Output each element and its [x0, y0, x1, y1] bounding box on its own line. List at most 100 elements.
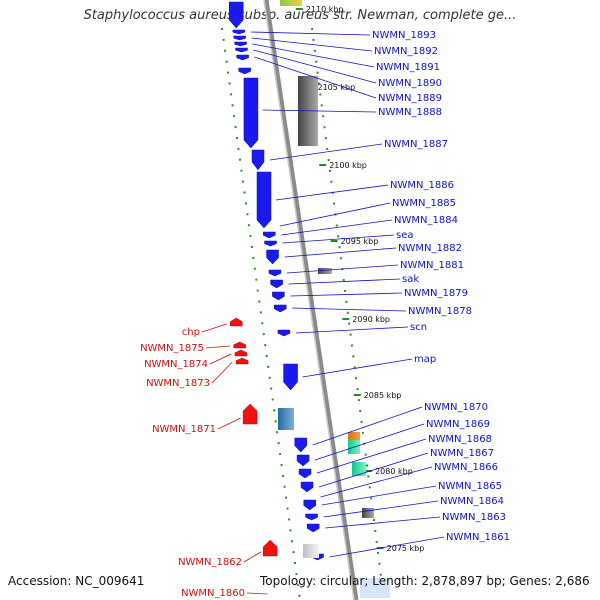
label-leader-line — [243, 551, 262, 563]
label-leader-line — [314, 423, 425, 461]
gene-label[interactable]: NWMN_1882 — [398, 243, 462, 254]
gene-label[interactable]: NWMN_1893 — [372, 30, 436, 41]
gene-label[interactable]: NWMN_1868 — [428, 434, 492, 445]
gene-label[interactable]: NWMN_1863 — [442, 512, 506, 523]
rna-block — [348, 432, 360, 440]
gene-label[interactable]: chp — [182, 327, 200, 338]
map-title: Staphylococcus aureus subsp. aureus str.… — [83, 8, 517, 23]
forward-gene-arrow — [274, 304, 287, 313]
forward-gene-arrow — [235, 47, 248, 53]
gene-label[interactable]: NWMN_1888 — [378, 107, 442, 118]
gene-label[interactable]: sea — [396, 230, 414, 241]
reverse-gene-arrow — [230, 317, 243, 327]
gene-label[interactable]: NWMN_1887 — [384, 139, 448, 150]
gene-label[interactable]: NWMN_1870 — [424, 402, 488, 413]
forward-gene-arrow — [236, 54, 249, 61]
label-leader-line — [329, 536, 445, 558]
kbp-tick-label: 2090 kbp — [352, 315, 390, 324]
label-leader-line — [320, 466, 433, 498]
kbp-tick-label: 2100 kbp — [329, 161, 367, 170]
label-leader-line — [321, 485, 437, 506]
gene-label[interactable]: NWMN_1878 — [408, 306, 472, 317]
label-leader-line — [250, 31, 371, 36]
reverse-gene-arrow — [234, 349, 248, 357]
label-leader-line — [201, 323, 227, 333]
reverse-gene-arrow — [242, 403, 258, 425]
label-leader-line — [211, 361, 233, 384]
label-leader-line — [323, 500, 439, 518]
reverse-gene-arrow — [233, 341, 246, 349]
gene-label[interactable]: NWMN_1865 — [438, 481, 502, 492]
feature-block — [280, 0, 302, 6]
forward-gene-arrow — [266, 249, 279, 265]
forward-gene-arrow — [303, 499, 316, 511]
kbp-tick-label: 2105 kbp — [318, 83, 356, 92]
backbone-line — [263, 0, 359, 600]
label-leader-line — [262, 109, 377, 113]
gene-label[interactable]: NWMN_1861 — [446, 532, 510, 543]
forward-gene-labels: NWMN_1893 NWMN_1892 NWMN_1891 NWMN_1890 NWMN… — [250, 30, 510, 558]
label-leader-line — [312, 406, 423, 446]
forward-gene-arrow — [300, 481, 314, 493]
repeat-block — [303, 544, 319, 558]
kbp-tick-label: 2095 kbp — [341, 237, 379, 246]
repeat-block — [278, 408, 294, 430]
forward-gene-arrow — [270, 279, 283, 289]
label-leader-line — [246, 592, 268, 595]
label-leader-line — [253, 49, 377, 84]
kbp-tick-label: 2080 kbp — [375, 467, 413, 476]
forward-gene-arrow — [272, 291, 285, 301]
label-leader-line — [295, 326, 409, 334]
feature-block — [360, 578, 390, 598]
forward-gene-arrow — [277, 329, 291, 337]
forward-gene-arrow — [229, 1, 244, 29]
forward-gene-arrow — [306, 523, 320, 533]
gene-label[interactable]: NWMN_1862 — [178, 557, 242, 568]
gene-label[interactable]: NWMN_1891 — [376, 62, 440, 73]
gene-label[interactable]: NWMN_1890 — [378, 78, 442, 89]
gene-label[interactable]: NWMN_1881 — [400, 260, 464, 271]
gene-label[interactable]: NWMN_1866 — [434, 462, 498, 473]
label-leader-line — [286, 264, 399, 274]
topology-text: Topology: circular; Length: 2,878,897 bp… — [260, 574, 590, 588]
gene-label[interactable]: NWMN_1892 — [374, 46, 438, 57]
forward-gene-arrow — [268, 269, 282, 277]
gene-label[interactable]: NWMN_1869 — [426, 419, 490, 430]
reverse-gene-arrow — [262, 539, 278, 557]
label-leader-line — [251, 37, 373, 52]
forward-strand-genes — [229, 1, 324, 561]
gene-label[interactable]: sak — [402, 274, 419, 285]
gene-label[interactable]: NWMN_1873 — [146, 378, 210, 389]
gene-label[interactable]: scn — [410, 322, 427, 333]
gene-label[interactable]: NWMN_1879 — [404, 288, 468, 299]
forward-gene-arrow — [264, 240, 277, 247]
forward-gene-arrow — [251, 149, 265, 171]
forward-gene-arrow — [233, 35, 246, 41]
gene-label[interactable]: NWMN_1886 — [390, 180, 454, 191]
gene-label[interactable]: NWMN_1884 — [394, 215, 458, 226]
gene-label[interactable]: NWMN_1875 — [140, 343, 204, 354]
gene-label[interactable]: NWMN_1871 — [152, 424, 216, 435]
label-leader-line — [279, 202, 391, 227]
pseudogene-block — [362, 508, 374, 518]
forward-gene-arrow — [238, 67, 251, 75]
label-leader-line — [290, 292, 403, 297]
label-leader-line — [284, 247, 397, 258]
gene-label[interactable]: NWMN_1889 — [378, 93, 442, 104]
gene-label[interactable]: NWMN_1860 — [181, 588, 245, 599]
gene-label[interactable]: NWMN_1867 — [430, 448, 494, 459]
label-leader-line — [254, 56, 377, 99]
label-leader-line — [282, 234, 395, 244]
gene-label[interactable]: map — [414, 354, 436, 365]
backbone-highlight — [263, 0, 355, 600]
reverse-gene-arrow — [235, 357, 249, 365]
forward-gene-arrow — [234, 41, 247, 47]
forward-gene-arrow — [305, 513, 318, 521]
label-leader-line — [302, 358, 413, 378]
label-leader-line — [269, 143, 383, 161]
gc-content-track — [221, 27, 301, 600]
gene-label[interactable]: NWMN_1885 — [392, 198, 456, 209]
gene-label[interactable]: NWMN_1864 — [440, 496, 504, 507]
gene-label[interactable]: NWMN_1874 — [144, 359, 208, 370]
forward-gene-arrow — [296, 454, 310, 467]
